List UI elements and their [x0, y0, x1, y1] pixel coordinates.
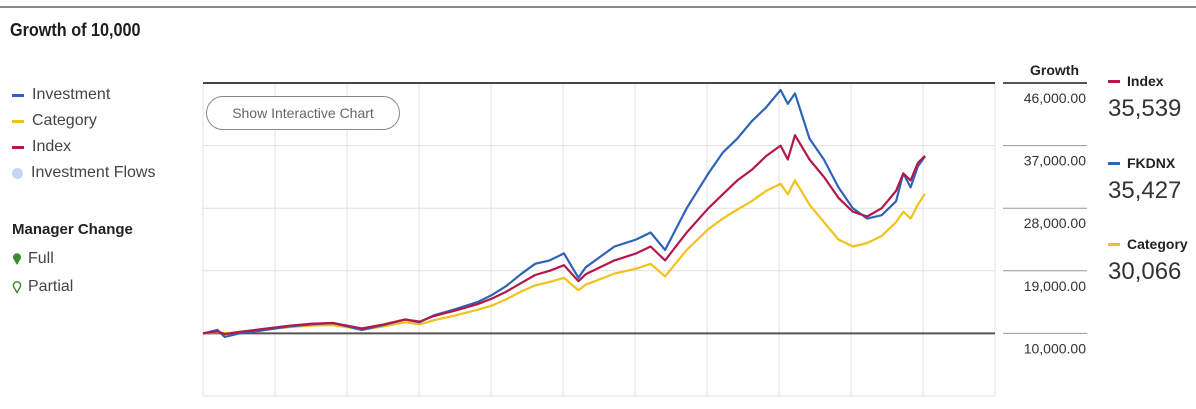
chart-series: [202, 88, 926, 338]
show-interactive-chart-button[interactable]: Show Interactive Chart: [206, 96, 400, 130]
y-tick-label: 28,000.00: [1024, 215, 1086, 231]
side-value-index: 35,539: [1108, 95, 1182, 122]
chart-y-ticks: 46,000.00 37,000.00 28,000.00 19,000.00 10,0…: [1003, 82, 1087, 409]
manager-change-full-label: Full: [28, 250, 54, 267]
legend-label-index: Index: [32, 138, 72, 155]
legend-item-investment[interactable]: Investment: [12, 82, 192, 108]
legend-item-index[interactable]: Index: [12, 134, 192, 160]
side-entry-fkdnx: FKDNX 35,427: [1108, 155, 1196, 205]
top-rule: [0, 6, 1196, 8]
legend-label-investment: Investment: [32, 86, 111, 103]
chart-title: Growth of 10,000: [10, 20, 141, 40]
manager-change-partial[interactable]: Partial: [12, 278, 73, 296]
legend-label-investment-flows: Investment Flows: [31, 164, 156, 181]
side-label-category: Category: [1127, 236, 1188, 252]
y-tick-label: 10,000.00: [1024, 340, 1086, 356]
side-swatch-index: [1108, 79, 1120, 83]
legend-swatch-investment: [12, 93, 24, 97]
manager-change-full[interactable]: Full: [12, 250, 54, 268]
legend-swatch-category: [12, 119, 24, 123]
series-line-category: [202, 179, 926, 335]
manager-change-title: Manager Change: [12, 221, 133, 238]
y-tick-label: 46,000.00: [1024, 90, 1086, 106]
side-swatch-category: [1108, 242, 1120, 246]
y-tick-label: 37,000.00: [1024, 153, 1086, 169]
side-value-fkdnx: 35,427: [1108, 177, 1182, 204]
legend-swatch-index: [12, 145, 24, 149]
side-swatch-fkdnx: [1108, 161, 1120, 165]
side-entry-index: Index 35,539: [1108, 73, 1196, 123]
legend-swatch-investment-flows: [12, 167, 23, 179]
side-label-index: Index: [1127, 73, 1164, 89]
side-value-category: 30,066: [1108, 258, 1182, 285]
growth-axis-header: Growth: [1030, 62, 1079, 78]
side-entry-category: Category 30,066: [1108, 236, 1196, 286]
legend: Investment Category Index Investment Flo…: [12, 82, 192, 186]
legend-item-category[interactable]: Category: [12, 108, 192, 134]
chart-grid: [202, 82, 996, 397]
pin-outline-icon: [12, 280, 22, 294]
legend-item-investment-flows[interactable]: Investment Flows: [12, 160, 192, 186]
y-tick-label: 19,000.00: [1024, 278, 1086, 294]
side-label-fkdnx: FKDNX: [1127, 155, 1176, 171]
pin-filled-icon: [13, 252, 21, 265]
series-line-index: [202, 134, 926, 336]
manager-change-partial-label: Partial: [28, 278, 74, 295]
legend-label-category: Category: [32, 112, 97, 129]
